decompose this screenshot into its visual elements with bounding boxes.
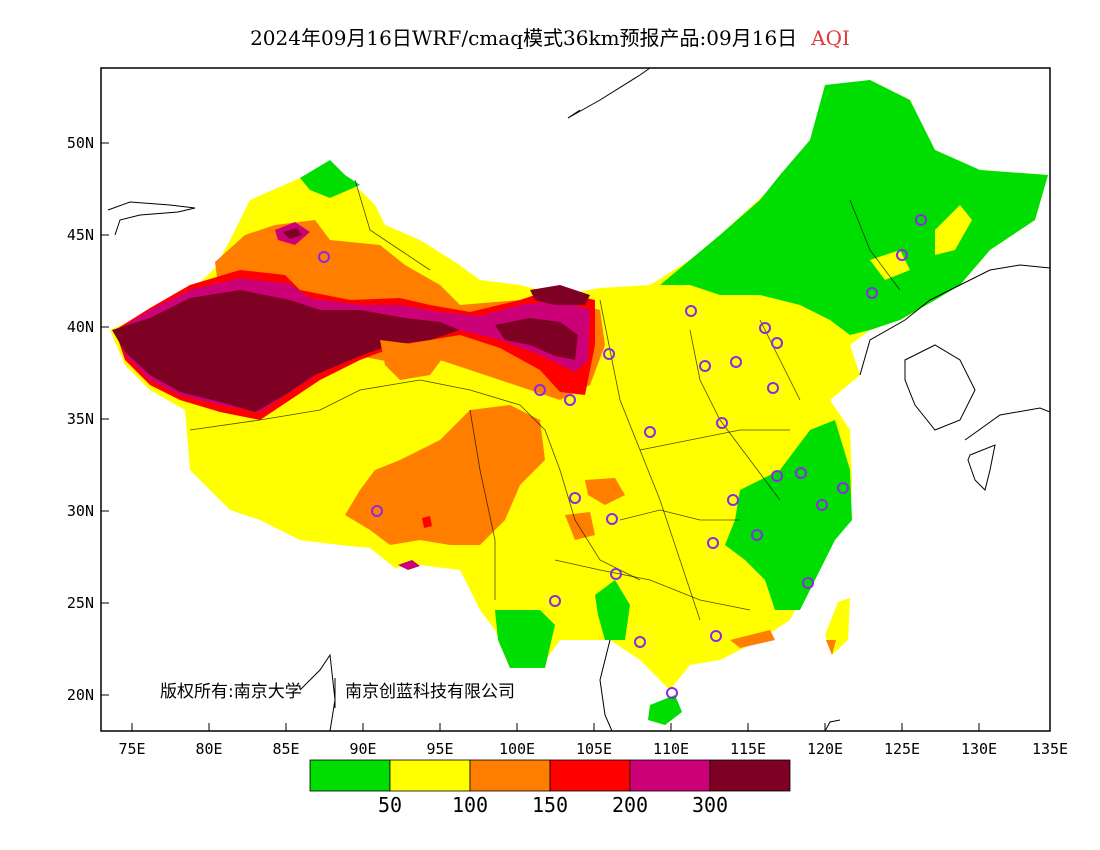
legend-label: 300 (692, 793, 728, 817)
legend-label: 100 (452, 793, 488, 817)
city-marker[interactable] (603, 348, 615, 360)
legend-swatch (709, 759, 791, 792)
copyright-text-1: 版权所有:南京大学 (160, 682, 302, 702)
city-markers (318, 214, 927, 699)
aqi-region-green-guangxi (595, 580, 630, 640)
city-marker[interactable] (771, 337, 783, 349)
legend-swatch (389, 759, 471, 792)
city-marker[interactable] (730, 356, 742, 368)
city-marker[interactable] (644, 426, 656, 438)
city-marker[interactable] (606, 513, 618, 525)
aqi-region-green-altai (300, 160, 360, 198)
lat-axis: 50N 45N 40N 35N 30N 25N 20N (67, 134, 109, 704)
city-marker[interactable] (564, 394, 576, 406)
map-layers: 版权所有:南京大学 南京创蓝科技有限公司 (107, 68, 1050, 731)
city-marker[interactable] (710, 630, 722, 642)
lat-label: 20N (67, 686, 94, 704)
city-marker[interactable] (759, 322, 771, 334)
aqi-region-maroon-west-inner-mongolia (495, 318, 578, 360)
lon-label: 95E (426, 740, 453, 758)
lon-label: 115E (730, 740, 766, 758)
city-marker[interactable] (569, 492, 581, 504)
aqi-region-yellow-harbin (870, 250, 910, 280)
legend-swatch (469, 759, 551, 792)
city-marker[interactable] (666, 687, 678, 699)
aqi-region-orange-sichuan (585, 478, 625, 505)
lon-label: 105E (576, 740, 612, 758)
color-legend: 50 100 150 200 300 (309, 759, 791, 817)
aqi-region-yellow-jilin (935, 205, 972, 255)
legend-label: 150 (532, 793, 568, 817)
city-marker[interactable] (751, 529, 763, 541)
aqi-region-orange-fujian-coast (730, 630, 775, 648)
lon-axis: 75E 80E 85E 90E 95E 100E 105E 110E 115E 120E 125E 1… (118, 723, 1068, 758)
lat-label: 25N (67, 594, 94, 612)
aqi-region-red-tibet-dot (422, 516, 432, 528)
lon-label: 80E (195, 740, 222, 758)
city-marker[interactable] (685, 305, 697, 317)
lon-label: 90E (349, 740, 376, 758)
city-marker[interactable] (795, 467, 807, 479)
lat-label: 35N (67, 410, 94, 428)
city-marker[interactable] (634, 636, 646, 648)
city-marker[interactable] (816, 499, 828, 511)
legend-swatch (629, 759, 711, 792)
lat-label: 40N (67, 318, 94, 336)
legend-swatch (549, 759, 631, 792)
city-marker[interactable] (771, 470, 783, 482)
city-marker[interactable] (371, 505, 383, 517)
lat-label: 50N (67, 134, 94, 152)
map-title-variable: AQI (811, 26, 850, 50)
lat-label: 30N (67, 502, 94, 520)
lon-label: 100E (499, 740, 535, 758)
city-marker[interactable] (716, 417, 728, 429)
lon-label: 135E (1032, 740, 1068, 758)
map-title: 2024年09月16日WRF/cmaq模式36km预报产品:09月16日 AQI (0, 22, 1100, 51)
city-marker[interactable] (534, 384, 546, 396)
aqi-region-maroon-junggar-dot (283, 228, 302, 239)
lon-label: 75E (118, 740, 145, 758)
city-marker[interactable] (610, 568, 622, 580)
city-marker[interactable] (699, 360, 711, 372)
aqi-region-maroon-badain (530, 285, 590, 305)
lon-label: 120E (807, 740, 843, 758)
aqi-region-orange-tibet (345, 405, 545, 545)
city-marker[interactable] (896, 249, 908, 261)
legend-label: 50 (378, 793, 402, 817)
city-marker[interactable] (318, 251, 330, 263)
coastlines (107, 68, 1050, 731)
aqi-region-green-east (725, 420, 852, 610)
aqi-region-magenta-himalaya (398, 560, 420, 570)
aqi-region-orange-taiwan (826, 640, 836, 655)
city-marker[interactable] (549, 595, 561, 607)
aqi-region-green-yunnan (495, 610, 555, 668)
city-marker[interactable] (866, 287, 878, 299)
map-title-main: 2024年09月16日WRF/cmaq模式36km预报产品:09月16日 (250, 26, 798, 50)
city-marker[interactable] (837, 482, 849, 494)
city-marker[interactable] (802, 577, 814, 589)
city-marker[interactable] (915, 214, 927, 226)
aqi-region-green-northeast (660, 80, 1048, 335)
city-marker[interactable] (727, 494, 739, 506)
city-marker[interactable] (707, 537, 719, 549)
legend-swatch (309, 759, 391, 792)
lat-label: 45N (67, 226, 94, 244)
aqi-region-maroon-tarim (112, 290, 460, 412)
plot-frame (100, 67, 1051, 732)
lon-label: 110E (653, 740, 689, 758)
legend-label: 200 (612, 793, 648, 817)
lon-label: 130E (961, 740, 997, 758)
copyright-text-2: 南京创蓝科技有限公司 (345, 682, 515, 702)
aqi-region-orange-qinghai (380, 340, 445, 380)
aqi-region-green-hainan (648, 695, 682, 725)
city-marker[interactable] (767, 382, 779, 394)
lon-label: 85E (272, 740, 299, 758)
lon-label: 125E (884, 740, 920, 758)
aqi-region-orange-hubei (565, 512, 595, 540)
